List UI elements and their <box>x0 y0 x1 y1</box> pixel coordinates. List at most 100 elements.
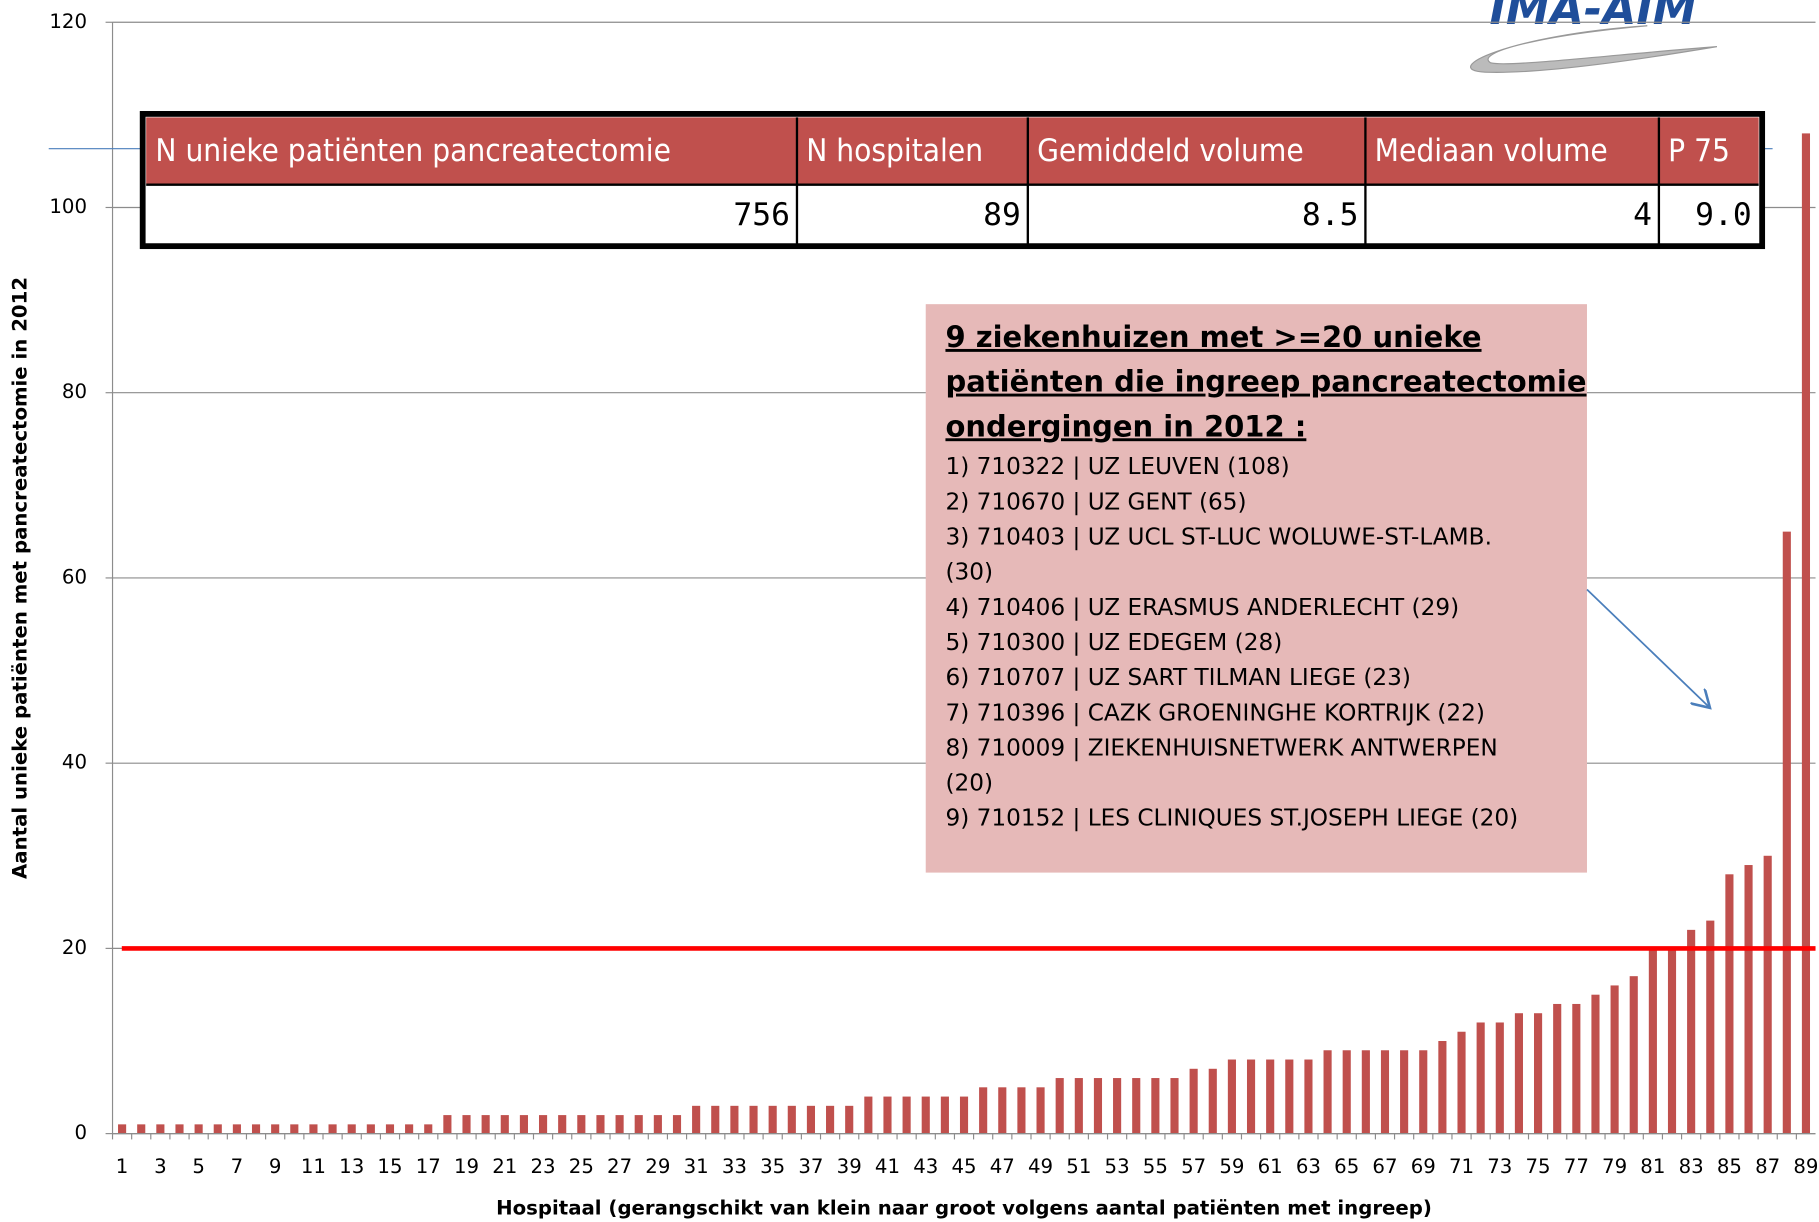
bar <box>1017 1087 1026 1134</box>
y-tick-label: 60 <box>62 565 87 588</box>
bar <box>921 1096 930 1134</box>
table-header <box>146 117 1759 184</box>
table-header-cell: Mediaan volume <box>1375 133 1608 169</box>
x-tick-label: 19 <box>454 1155 479 1178</box>
x-tick-label: 17 <box>416 1155 441 1178</box>
annotation-line: 5) 710300 | UZ EDEGEM (28) <box>945 629 1282 656</box>
annotation-line: (20) <box>945 770 993 797</box>
x-tick-label: 51 <box>1066 1155 1091 1178</box>
table-header-cell: N unieke patiënten pancreatectomie <box>155 133 670 169</box>
bar <box>1342 1050 1351 1134</box>
bar <box>1093 1078 1103 1134</box>
bar <box>1036 1087 1045 1134</box>
bar <box>749 1105 758 1134</box>
bar <box>1476 1022 1485 1134</box>
bar <box>634 1115 643 1134</box>
x-tick-label: 15 <box>377 1155 402 1178</box>
x-tick-label: 85 <box>1717 1155 1742 1178</box>
bar <box>1629 976 1638 1134</box>
x-tick-label: 45 <box>951 1155 976 1178</box>
bar <box>290 1124 299 1134</box>
annotation-line: 3) 710403 | UZ UCL ST-LUC WOLUWE-ST-LAMB… <box>945 524 1492 551</box>
bar <box>959 1096 969 1134</box>
x-tick-label: 29 <box>645 1155 670 1178</box>
table-cell: 9.0 <box>1695 197 1752 233</box>
bar <box>1380 1050 1390 1134</box>
bar <box>424 1124 433 1134</box>
annotation-line: 1) 710322 | UZ LEUVEN (108) <box>945 453 1289 480</box>
bar <box>1763 855 1772 1134</box>
x-tick-label: 63 <box>1296 1155 1321 1178</box>
bar <box>1438 1041 1447 1134</box>
bar <box>175 1124 184 1134</box>
bar <box>730 1105 739 1134</box>
annotation-line: 9) 710152 | LES CLINIQUES ST.JOSEPH LIEG… <box>945 805 1518 832</box>
bar <box>711 1105 720 1134</box>
table-header-cell: P 75 <box>1668 133 1730 169</box>
x-tick-label: 71 <box>1449 1155 1474 1178</box>
bar <box>883 1096 892 1134</box>
bar <box>1553 1003 1562 1134</box>
annotation-line: 6) 710707 | UZ SART TILMAN LIEGE (23) <box>945 664 1411 691</box>
logo-text: IMA-AIM <box>1490 0 1697 35</box>
bar <box>1419 1050 1428 1134</box>
annotation-line: 8) 710009 | ZIEKENHUISNETWERK ANTWERPEN <box>945 734 1497 761</box>
annotation-title: patiënten die ingreep pancreatectomie <box>945 365 1586 399</box>
bar <box>653 1115 662 1134</box>
x-tick-label: 27 <box>607 1155 632 1178</box>
bar <box>1151 1078 1160 1134</box>
annotation-arrow <box>1586 588 1710 708</box>
x-tick-label: 57 <box>1181 1155 1206 1178</box>
x-tick-label: 87 <box>1755 1155 1780 1178</box>
y-tick-label: 120 <box>49 10 87 33</box>
annotation-box <box>925 304 1587 873</box>
bar <box>692 1105 701 1134</box>
bar <box>1323 1050 1332 1134</box>
x-tick-label: 67 <box>1372 1155 1397 1178</box>
x-tick-label: 83 <box>1679 1155 1704 1178</box>
bar <box>156 1124 165 1134</box>
bar <box>1361 1050 1370 1134</box>
x-tick-label: 81 <box>1640 1155 1665 1178</box>
x-tick-label: 11 <box>301 1155 326 1178</box>
annotation-line: 2) 710670 | UZ GENT (65) <box>945 488 1246 515</box>
table-cell: 8.5 <box>1302 197 1359 233</box>
bar <box>845 1105 854 1134</box>
summary-table: N unieke patiënten pancreatectomie 756 N h… <box>139 111 1766 250</box>
bar <box>1113 1078 1122 1134</box>
x-tick-label: 1 <box>116 1155 129 1178</box>
bar <box>787 1105 796 1134</box>
bar <box>271 1124 280 1134</box>
bar <box>538 1115 548 1134</box>
logo-swoosh <box>1470 25 1718 73</box>
x-tick-label: 69 <box>1411 1155 1436 1178</box>
x-tick-label: 41 <box>875 1155 900 1178</box>
table-cell: 756 <box>733 197 790 233</box>
bar <box>672 1115 682 1134</box>
bar <box>768 1105 777 1134</box>
bar <box>1457 1031 1466 1134</box>
logo: IMA-AIM <box>1470 0 1718 73</box>
x-tick-label: 39 <box>837 1155 862 1178</box>
table-cell: 4 <box>1633 197 1652 233</box>
x-tick-label: 77 <box>1564 1155 1589 1178</box>
x-tick-label: 53 <box>1105 1155 1130 1178</box>
table-header-cell: N hospitalen <box>806 133 983 169</box>
annotation-line: 4) 710406 | UZ ERASMUS ANDERLECHT (29) <box>945 594 1459 621</box>
bar <box>405 1124 414 1134</box>
y-tick-label: 0 <box>74 1121 87 1144</box>
bar <box>1801 133 1811 1134</box>
bar <box>1132 1078 1141 1134</box>
bar <box>118 1124 127 1134</box>
bar <box>1227 1059 1236 1134</box>
y-tick-label: 100 <box>49 195 87 218</box>
bar <box>213 1124 222 1134</box>
x-tick-label: 37 <box>798 1155 823 1178</box>
bar <box>979 1087 988 1134</box>
bar <box>558 1115 567 1134</box>
bar <box>366 1124 375 1134</box>
bar <box>1400 1050 1409 1134</box>
bar <box>1514 1013 1523 1134</box>
bar <box>577 1115 586 1134</box>
x-tick-label: 13 <box>339 1155 364 1178</box>
